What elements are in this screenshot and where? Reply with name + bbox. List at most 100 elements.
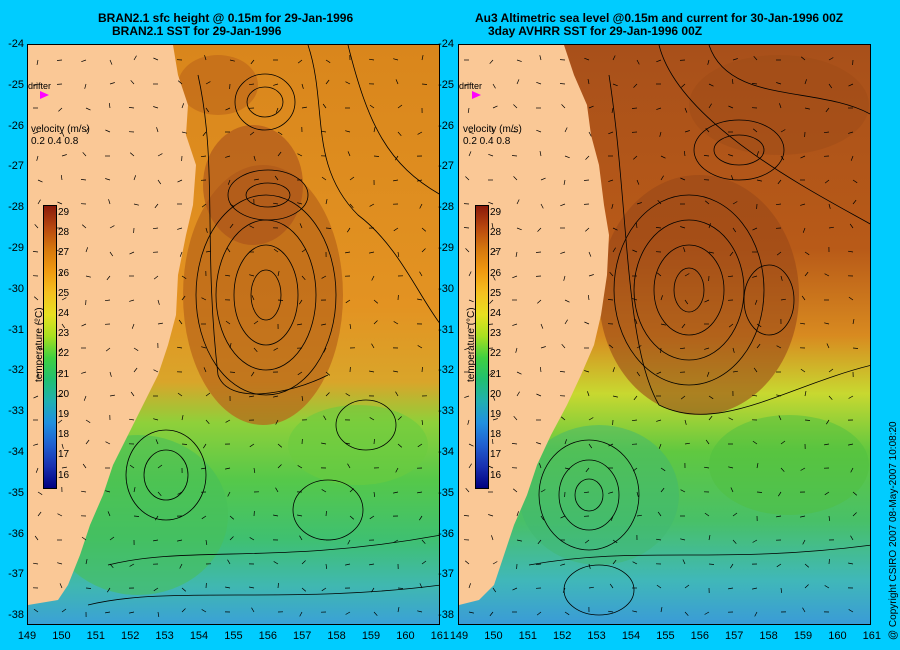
x-axis-label: 153 — [587, 630, 606, 642]
x-axis-label: 157 — [293, 630, 312, 642]
drifter-label-right: drifter — [459, 81, 483, 91]
y-axis-label: -36 — [438, 527, 454, 540]
colorbar-tick: 23 — [490, 328, 502, 340]
x-axis-label: 149 — [449, 630, 469, 642]
x-axis-label: 151 — [518, 630, 537, 642]
velocity-legend-values-left: 0.2 0.4 0.8 — [31, 136, 79, 147]
colorbar-tick: 17 — [490, 449, 502, 461]
drifter-label-left: drifter — [28, 81, 52, 91]
temperature-colorbar-right — [475, 205, 489, 489]
y-axis-label: -37 — [438, 568, 454, 581]
x-axis-label: 160 — [828, 630, 847, 642]
x-axis-label: 159 — [361, 630, 381, 642]
x-axis-label: 159 — [793, 630, 813, 642]
colorbar-tick: 29 — [58, 207, 70, 218]
colorbar-tick: 28 — [490, 227, 502, 239]
colorbar-tick: 16 — [490, 469, 502, 481]
y-axis-label: -33 — [438, 405, 454, 418]
y-axis-label: -24 — [8, 38, 24, 50]
velocity-legend-title-left: velocity (m/s) — [31, 124, 90, 135]
y-axis-label: -31 — [438, 323, 454, 336]
velocity-legend-values-right: 0.2 0.4 0.8 — [463, 136, 511, 147]
y-axis-label: -31 — [8, 323, 24, 336]
y-axis-label: -32 — [438, 364, 454, 377]
y-axis-label: -29 — [438, 242, 454, 254]
colorbar-tick: 22 — [58, 348, 70, 360]
colorbar-tick: 27 — [490, 247, 502, 259]
right-map-graphics — [459, 45, 870, 624]
temperature-colorbar-left — [43, 205, 57, 489]
colorbar-tick: 21 — [490, 368, 502, 380]
drifter-arrow-icon-left — [40, 91, 49, 99]
x-axis-label: 154 — [189, 630, 209, 642]
x-axis-label: 158 — [759, 630, 778, 642]
x-axis-label: 160 — [396, 630, 415, 642]
x-axis-label: 155 — [224, 630, 243, 642]
colorbar-title-right: temperature (°C) — [466, 307, 477, 382]
y-axis-label: -26 — [8, 119, 24, 132]
x-axis-label: 157 — [725, 630, 744, 642]
y-axis-label: -38 — [438, 609, 454, 622]
colorbar-tick: 20 — [58, 388, 70, 400]
y-axis-label: -38 — [8, 609, 24, 622]
x-axis-label: 153 — [155, 630, 174, 642]
drifter-arrow-icon-right — [472, 91, 481, 99]
x-axis-label: 149 — [17, 630, 37, 642]
y-axis-label: -34 — [8, 446, 24, 458]
colorbar-tick: 26 — [490, 267, 502, 279]
colorbar-title-left: temperature (°C) — [34, 307, 45, 382]
x-axis-label: 151 — [86, 630, 105, 642]
bran-sst-map — [27, 44, 440, 625]
y-axis-label: -35 — [8, 486, 24, 499]
x-axis-label: 156 — [690, 630, 709, 642]
y-axis-label: -33 — [8, 405, 24, 418]
y-axis-label: -30 — [438, 282, 454, 295]
y-axis-label: -25 — [8, 78, 24, 91]
current-vector-field — [32, 54, 428, 618]
x-axis-label: 161 — [430, 630, 449, 642]
x-axis-label: 161 — [862, 630, 881, 642]
colorbar-tick: 19 — [58, 409, 70, 420]
x-axis-label: 150 — [484, 630, 503, 642]
x-axis-label: 154 — [621, 630, 641, 642]
colorbar-tick: 26 — [58, 267, 70, 279]
colorbar-tick: 20 — [490, 388, 502, 400]
y-axis-label: -28 — [8, 201, 24, 214]
y-axis-label: -32 — [8, 364, 24, 377]
left-title-line1: BRAN2.1 sfc height @ 0.15m for 29-Jan-19… — [98, 11, 354, 25]
x-axis-label: 156 — [258, 630, 277, 642]
right-title-line1: Au3 Altimetric sea level @0.15m and curr… — [475, 11, 844, 25]
y-axis-label: -35 — [438, 486, 454, 499]
y-axis-label: -29 — [8, 242, 24, 254]
copyright-text: @ Copyright CSIRO 2007 08-May-2007 10:08… — [888, 421, 899, 640]
colorbar-tick: 24 — [58, 308, 70, 319]
colorbar-tick: 27 — [58, 247, 70, 259]
colorbar-tick: 19 — [490, 409, 502, 420]
y-axis-label: -27 — [438, 160, 454, 173]
current-vector-field — [463, 55, 859, 617]
y-axis-label: -24 — [438, 38, 454, 50]
y-axis-label: -26 — [438, 119, 454, 132]
y-axis-label: -27 — [8, 160, 24, 173]
y-axis-label: -37 — [8, 568, 24, 581]
y-axis-label: -36 — [8, 527, 24, 540]
y-axis-label: -34 — [438, 446, 454, 458]
x-axis-label: 150 — [52, 630, 71, 642]
left-title-line2: BRAN2.1 SST for 29-Jan-1996 — [112, 24, 282, 38]
right-title-line2: 3day AVHRR SST for 29-Jan-1996 00Z — [488, 24, 703, 38]
avhrr-sst-map — [458, 44, 871, 625]
y-axis-label: -28 — [438, 201, 454, 214]
x-axis-label: 158 — [327, 630, 346, 642]
x-axis-label: 155 — [656, 630, 675, 642]
colorbar-tick: 24 — [490, 308, 502, 319]
velocity-legend-title-right: velocity (m/s) — [463, 124, 522, 135]
colorbar-tick: 16 — [58, 469, 70, 481]
x-axis-label: 152 — [121, 630, 140, 642]
x-axis-label: 152 — [553, 630, 572, 642]
colorbar-tick: 25 — [490, 287, 502, 299]
colorbar-tick: 29 — [490, 207, 502, 218]
left-map-graphics — [28, 45, 439, 624]
colorbar-tick: 21 — [58, 368, 70, 380]
colorbar-tick: 18 — [58, 429, 70, 441]
colorbar-tick: 25 — [58, 287, 70, 299]
